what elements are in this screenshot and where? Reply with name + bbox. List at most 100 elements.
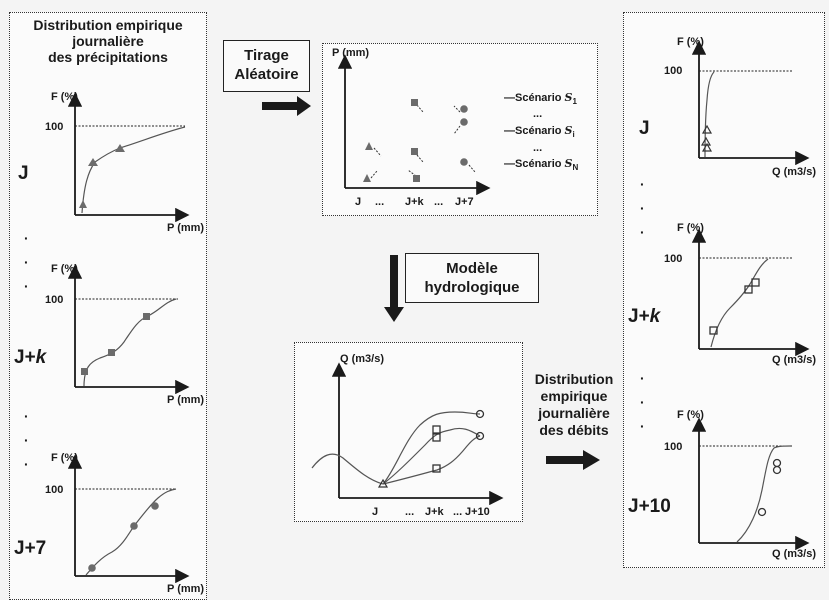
debits-line-3: journalière: [538, 405, 610, 421]
x-axis-label: Q (m3/s): [772, 166, 816, 178]
circle-marker: [460, 158, 468, 166]
circle-marker: [460, 118, 468, 126]
arrow-right-icon: [546, 450, 600, 470]
circle-marker: [151, 502, 159, 510]
right-day-label-j10: J+10: [628, 496, 671, 517]
triangle-marker: [88, 158, 98, 166]
square-marker: [143, 313, 150, 320]
circle-marker: [460, 105, 468, 113]
legend-dots: ...: [533, 108, 542, 120]
triangle-marker: [79, 200, 87, 208]
left-cdf-plot-jk: F (%) 100 P (mm): [45, 263, 204, 406]
square-marker: [411, 148, 418, 155]
connector: [373, 147, 382, 157]
circle-marker-open: [757, 507, 767, 517]
connector: [416, 154, 424, 163]
triangle-marker: [701, 142, 713, 152]
triangle-marker: [363, 174, 371, 182]
right-dots-1: · · ·: [640, 172, 645, 244]
dot: ·: [640, 418, 645, 434]
circle-marker: [130, 522, 138, 530]
dot: ·: [24, 408, 29, 424]
tirage-aleatoire-box: Tirage Aléatoire: [223, 40, 310, 92]
scenario-plot: P (mm) J ... J+k ... J+7 —Scénario S1 ..…: [332, 47, 578, 208]
x-tick: ...: [434, 196, 443, 208]
square-marker: [411, 99, 418, 106]
day-prefix: J+: [628, 306, 650, 327]
cdf-curve: [85, 488, 177, 576]
connector: [453, 105, 461, 113]
left-dots-2: · · ·: [24, 404, 29, 476]
right-cdf-plot-jk: F (%) 100 Q (m3/s): [664, 222, 816, 366]
right-dots-2: · · ·: [640, 366, 645, 438]
flow-scenario-curve: [382, 427, 481, 485]
x-axis-label: Q (m3/s): [772, 548, 816, 560]
flow-scenario-curve: [382, 411, 481, 485]
triangle-marker: [701, 124, 713, 134]
y-tick-100: 100: [45, 484, 63, 496]
left-day-label-jk: J+k: [14, 347, 46, 369]
circle-marker-open: [772, 465, 782, 475]
connector: [370, 170, 378, 179]
precip-panel-title: Distribution empirique journalière des p…: [9, 17, 207, 65]
left-cdf-plot-j7: F (%) 100 P (mm): [45, 452, 204, 595]
left-day-label-j7: J+7: [14, 538, 47, 559]
triangle-marker: [377, 478, 389, 488]
debits-distribution-label: Distribution empirique journalière des d…: [522, 371, 626, 439]
dot: ·: [640, 200, 645, 216]
y-axis-label: F (%): [51, 263, 78, 275]
precip-distribution-panel: [9, 12, 207, 600]
x-axis-label: P (mm): [167, 222, 204, 234]
y-axis-label: F (%): [51, 452, 78, 464]
circle-marker-open: [475, 409, 485, 419]
precip-title-line-1: Distribution empirique: [33, 17, 183, 33]
debit-distribution-panel: [623, 12, 825, 568]
x-tick: J: [372, 506, 378, 518]
modele-hydrologique-box: Modèle hydrologique: [405, 253, 539, 303]
x-tick: J+k: [405, 196, 425, 208]
arrow-right-icon: [262, 96, 311, 116]
circle-marker-open: [475, 431, 485, 441]
legend-scenario-i: —Scénario Si: [504, 124, 575, 139]
x-tick: ...: [405, 506, 414, 518]
dot: ·: [24, 456, 29, 472]
y-tick-100: 100: [664, 441, 682, 453]
square-marker-open: [751, 278, 760, 287]
right-day-label-j: J: [639, 118, 650, 139]
dot: ·: [640, 224, 645, 240]
x-axis-label: P (mm): [167, 394, 204, 406]
day-k: k: [35, 347, 47, 368]
y-tick-100: 100: [45, 294, 63, 306]
legend-scenario-n: —Scénario SN: [504, 157, 578, 172]
debits-line-2: empirique: [540, 388, 608, 404]
x-tick: J: [355, 196, 361, 208]
flow-scenario-curve: [382, 435, 481, 485]
triangle-marker: [365, 142, 373, 150]
square-marker: [108, 349, 115, 356]
legend-scenario-1: —Scénario S1: [504, 91, 577, 106]
square-marker: [81, 368, 88, 375]
x-tick: J+10: [465, 506, 490, 518]
x-axis-label: Q (m3/s): [772, 354, 816, 366]
left-dots-1: · · ·: [24, 226, 29, 298]
y-tick-100: 100: [664, 65, 682, 77]
y-tick-100: 100: [45, 121, 63, 133]
precip-title-line-2: journalière: [72, 33, 144, 49]
x-tick: ...: [375, 196, 384, 208]
connector: [453, 125, 461, 135]
square-marker-open: [432, 464, 441, 473]
dot: ·: [640, 176, 645, 192]
precip-title-line-3: des précipitations: [48, 49, 168, 65]
debits-line-4: des débits: [539, 422, 609, 438]
day-prefix: J+: [14, 347, 36, 368]
right-cdf-plot-j10: F (%) 100 Q (m3/s): [664, 409, 816, 560]
square-marker: [413, 175, 420, 182]
dot: ·: [24, 254, 29, 270]
y-axis-label: F (%): [677, 409, 704, 421]
cdf-curve: [710, 258, 769, 348]
debits-line-1: Distribution: [534, 371, 614, 387]
y-axis-label: F (%): [677, 222, 704, 234]
modele-line-1: Modèle: [446, 260, 498, 277]
connector: [416, 104, 424, 113]
tirage-line-2: Aléatoire: [234, 66, 299, 83]
